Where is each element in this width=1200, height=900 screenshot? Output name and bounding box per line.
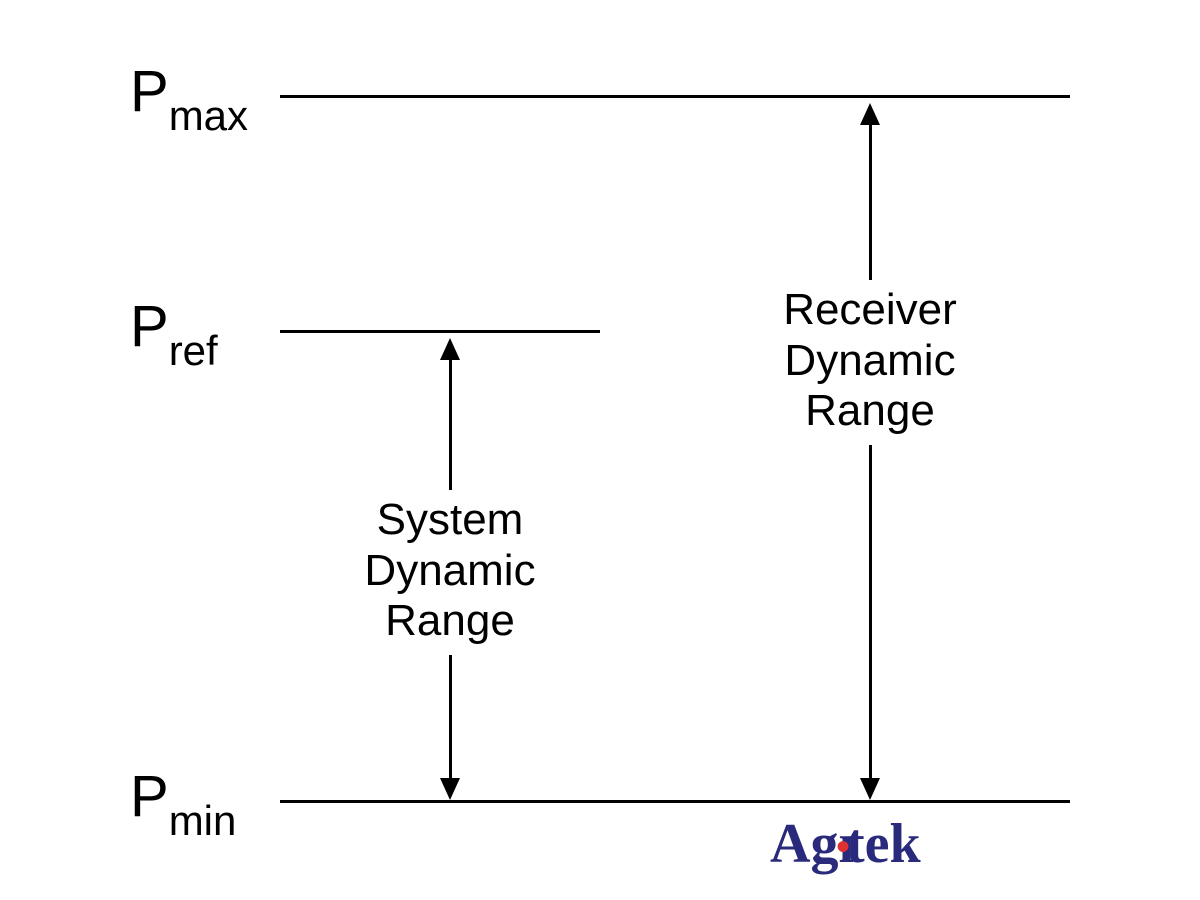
receiver-range-label: Receiver Dynamic Range xyxy=(770,285,970,437)
pref-main: P xyxy=(130,294,169,359)
pmax-line xyxy=(280,95,1070,98)
pmax-label: Pmax xyxy=(130,58,248,134)
pmax-sub: max xyxy=(169,92,248,139)
pmin-label: Pmin xyxy=(130,763,236,839)
receiver-arrow-upper xyxy=(869,123,872,280)
system-arrow-head-up xyxy=(440,338,460,360)
pref-label: Pref xyxy=(130,293,218,369)
logo-dot-icon: • xyxy=(836,823,850,870)
receiver-arrow-head-down xyxy=(860,778,880,800)
pmin-sub: min xyxy=(169,797,237,844)
system-arrow-lower xyxy=(449,655,452,780)
receiver-arrow-lower xyxy=(869,445,872,780)
agitek-logo: Agı•tek xyxy=(770,812,921,876)
logo-prefix: Ag xyxy=(770,813,838,875)
system-range-label: System Dynamic Range xyxy=(350,495,550,647)
logo-suffix: tek xyxy=(846,813,921,875)
pmin-line xyxy=(280,800,1070,803)
pref-line xyxy=(280,330,600,333)
pmax-main: P xyxy=(130,59,169,124)
system-arrow-head-down xyxy=(440,778,460,800)
system-arrow-upper xyxy=(449,358,452,490)
pref-sub: ref xyxy=(169,327,218,374)
receiver-arrow-head-up xyxy=(860,103,880,125)
dynamic-range-diagram: Pmax Pref Pmin System Dynamic Range Rece… xyxy=(0,0,1200,900)
pmin-main: P xyxy=(130,764,169,829)
